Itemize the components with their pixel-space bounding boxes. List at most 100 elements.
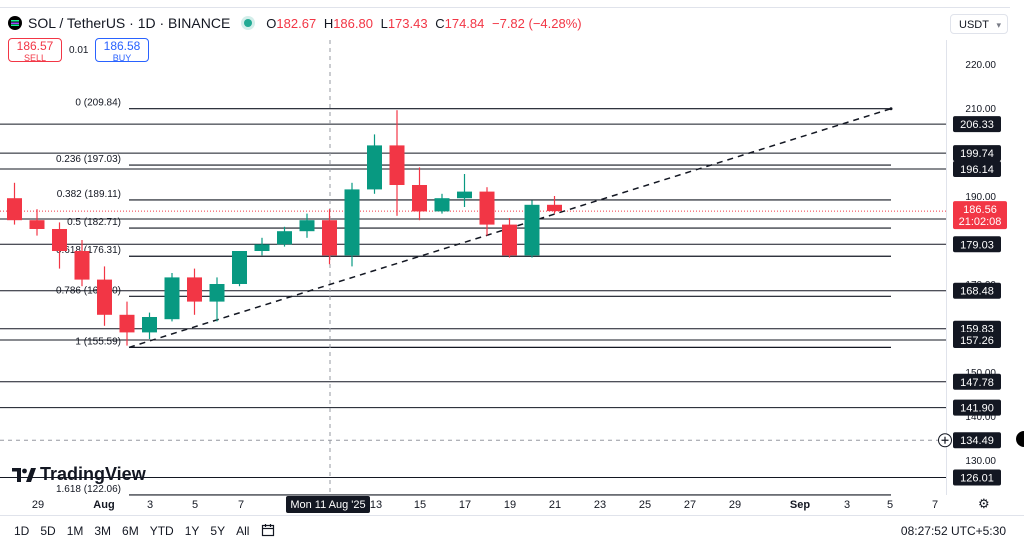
time-axis-label: 5 [192, 499, 198, 511]
candle-body[interactable] [52, 229, 67, 251]
candle-body[interactable] [434, 198, 450, 212]
fib-level-label: 0.786 (167.20) [56, 285, 121, 296]
candle-body[interactable] [142, 317, 157, 333]
time-axis-label: 13 [370, 499, 382, 511]
range-ytd[interactable]: YTD [149, 524, 174, 538]
candle-body[interactable] [479, 191, 495, 225]
range-1d[interactable]: 1D [14, 524, 30, 538]
time-axis-label: 19 [504, 499, 516, 511]
candle-body[interactable] [322, 220, 337, 256]
candle-body[interactable] [277, 231, 292, 245]
solana-coin-icon [8, 16, 22, 30]
candle-body[interactable] [299, 220, 315, 232]
symbol-title[interactable]: SOL / TetherUS · 1D · BINANCE [28, 15, 231, 31]
price-tag-label: 134.49 [960, 435, 994, 447]
candle-body[interactable] [232, 251, 247, 284]
range-1y[interactable]: 1Y [184, 524, 200, 538]
candle-body[interactable] [389, 145, 405, 185]
price-axis-label: 140.00 [965, 412, 996, 423]
time-axis-label: 27 [684, 499, 696, 511]
price-tag-label: 141.90 [960, 403, 994, 415]
candle-body[interactable] [97, 279, 112, 315]
candle-body[interactable] [367, 145, 382, 190]
candle-body[interactable] [74, 251, 90, 280]
time-axis-label: 21 [549, 499, 561, 511]
buy-price: 186.58 [103, 39, 141, 53]
brand-name: TradingView [40, 464, 146, 484]
symbol-header[interactable]: SOL / TetherUS · 1D · BINANCE O182.67 H1… [8, 14, 586, 32]
price-axis-label: 220.00 [965, 60, 996, 71]
range-3m[interactable]: 3M [94, 524, 112, 538]
price-tag [953, 399, 1001, 416]
price-tag [953, 432, 1001, 449]
price-tag-label: 206.33 [960, 119, 994, 131]
candle-body[interactable] [344, 189, 360, 256]
price-tag [953, 160, 1001, 177]
fib-level-label: 1.618 (122.06) [56, 484, 121, 495]
tradingview-logo-icon [12, 467, 36, 482]
edge-indicator [1016, 431, 1024, 447]
time-axis-label: Aug [93, 499, 114, 511]
price-tag-label: 147.78 [960, 377, 994, 389]
spread-value: 0.01 [69, 45, 89, 56]
ohlc-change: −7.82 (−4.28%) [492, 15, 582, 31]
range-6m[interactable]: 6M [122, 524, 139, 538]
candle-body[interactable] [209, 284, 225, 302]
chevron-down-icon: ▾ [996, 20, 1001, 30]
bar-countdown-label: 21:02:08 [959, 216, 1002, 228]
time-axis-label: Sep [790, 499, 810, 511]
buy-button[interactable]: 186.58 BUY [95, 38, 149, 63]
time-axis-label: 29 [32, 499, 44, 511]
current-price-label: 186.56 [963, 204, 997, 216]
range-5y[interactable]: 5Y [210, 524, 226, 538]
candle-body[interactable] [547, 204, 562, 212]
range-1m[interactable]: 1M [66, 524, 84, 538]
price-tag-label: 168.48 [960, 286, 994, 298]
currency-selector[interactable]: USDT ▾ [950, 14, 1008, 34]
candle-body[interactable] [164, 277, 180, 320]
market-open-icon [244, 19, 253, 27]
ohlc-high-label: H [323, 15, 334, 31]
price-tag [953, 145, 1001, 162]
candle-body[interactable] [29, 220, 45, 229]
time-axis-label: 25 [639, 499, 651, 511]
sell-button[interactable]: 186.57 SELL [8, 38, 62, 63]
candle-body[interactable] [457, 191, 472, 199]
range-all[interactable]: All [236, 524, 250, 538]
tradingview-logo: TradingView [12, 464, 146, 485]
ohlc-open-label: O [266, 15, 277, 31]
settings-icon[interactable]: ⚙ [978, 496, 990, 511]
candle-body[interactable] [412, 185, 427, 212]
ohlc-close-value: 174.84 [444, 15, 485, 31]
candle-body[interactable] [502, 224, 517, 256]
price-tag-label: 157.26 [960, 335, 994, 347]
price-tag [953, 469, 1001, 486]
candle-body[interactable] [119, 314, 135, 333]
utc-clock[interactable]: 08:27:52 UTC+5:30 [900, 524, 1006, 538]
ohlc-low-value: 173.43 [387, 15, 428, 31]
sell-price: 186.57 [16, 39, 54, 53]
candle-body[interactable] [524, 204, 540, 256]
time-axis-label: 5 [887, 499, 893, 511]
current-price-tag [953, 201, 1007, 230]
time-axis-label: 3 [147, 499, 153, 511]
price-axis-label: 130.00 [965, 456, 996, 467]
range-5d[interactable]: 5D [40, 524, 56, 538]
time-axis-label: 3 [844, 499, 850, 511]
sell-label: SELL [23, 53, 47, 63]
calendar-icon[interactable] [261, 523, 275, 537]
ohlc-close-label: C [435, 15, 445, 31]
crosshair-date-pill [286, 496, 370, 513]
candlestick-chart[interactable]: 220.00210.00190.00170.00150.00140.00130.… [0, 0, 1024, 515]
time-axis-label: 23 [594, 499, 606, 511]
candle-body[interactable] [254, 244, 270, 251]
bottom-toolbar: 1D 5D 1M 3M 6M YTD 1Y 5Y All 08:27:52 UT… [0, 515, 1024, 549]
price-tag [953, 332, 1001, 349]
price-tag [953, 282, 1001, 299]
price-tag-label: 126.01 [960, 473, 994, 485]
time-axis-label: 7 [238, 499, 244, 511]
candle-body[interactable] [7, 198, 22, 221]
candle-body[interactable] [187, 277, 202, 302]
buy-label: BUY [112, 53, 132, 63]
